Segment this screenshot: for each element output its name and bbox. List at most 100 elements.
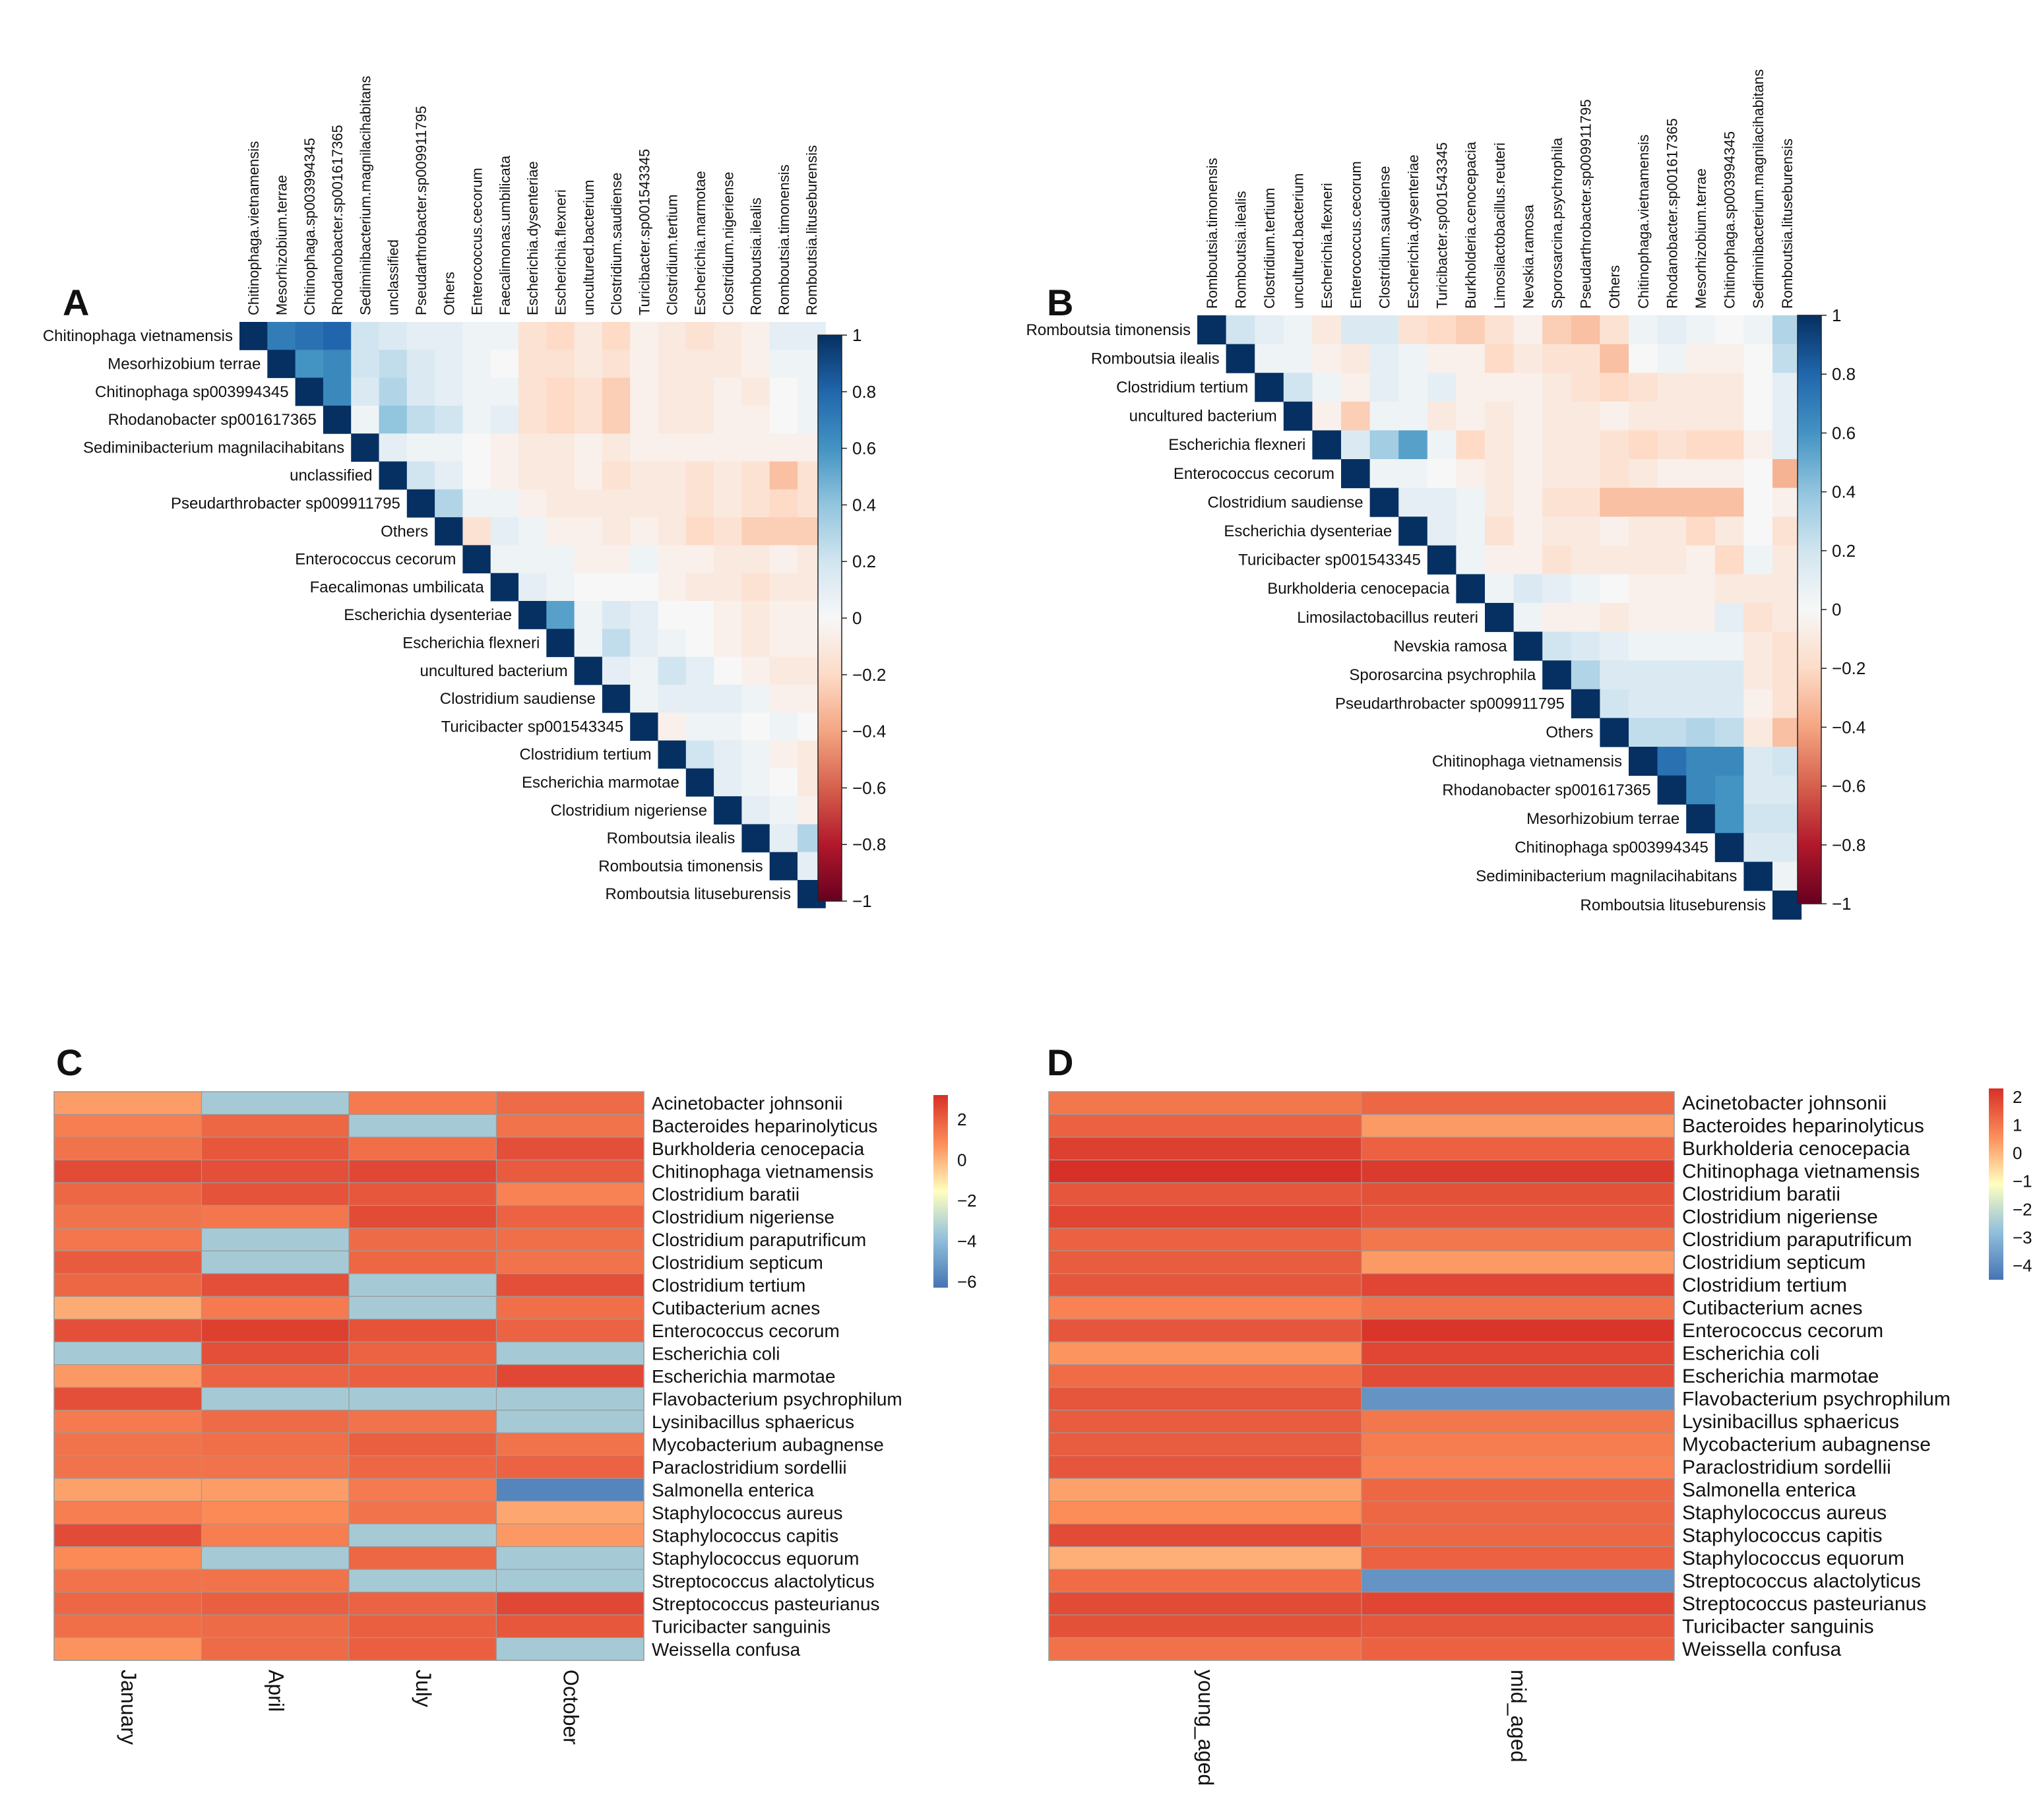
b-cell-12-16	[1657, 660, 1687, 690]
b-col-label: Nevskia.ramosa	[1520, 204, 1536, 309]
panel-label-a: A	[63, 282, 89, 323]
a-cell-11-19	[769, 629, 798, 658]
a-colorbar-tick-label: 0.2	[852, 551, 876, 571]
b-cell-8-18	[1714, 545, 1744, 575]
b-cell-6-20	[1772, 487, 1802, 517]
c-cell-10-3	[495, 1319, 644, 1342]
c-cell-5-2	[348, 1205, 497, 1229]
c-cell-13-1	[201, 1387, 350, 1411]
b-cell-4-12	[1542, 430, 1572, 460]
b-cell-6-15	[1629, 487, 1658, 517]
c-cell-18-3	[495, 1501, 644, 1524]
b-cell-2-16	[1657, 373, 1687, 402]
b-colorbar-tick-label: 0.2	[1832, 541, 1856, 561]
d-cell-8-0	[1048, 1273, 1362, 1297]
b-cell-2-11	[1513, 373, 1543, 402]
d-cell-11-0	[1048, 1341, 1362, 1365]
c-cell-17-3	[495, 1478, 644, 1502]
a-cell-4-15	[658, 433, 687, 462]
c-row-label: Paraclostridium sordellii	[652, 1457, 847, 1478]
b-cell-0-15	[1629, 315, 1658, 345]
a-cell-11-17	[714, 629, 742, 658]
b-cell-8-12	[1542, 545, 1572, 575]
d-cell-23-1	[1361, 1614, 1675, 1639]
c-cell-23-1	[201, 1614, 350, 1639]
b-cell-1-2	[1255, 344, 1284, 373]
a-cell-12-19	[769, 656, 798, 685]
a-cell-5-19	[769, 461, 798, 490]
c-row-label: Streptococcus alactolyticus	[652, 1571, 875, 1591]
b-cell-2-7	[1398, 373, 1428, 402]
d-cell-22-0	[1048, 1591, 1362, 1616]
b-cell-17-19	[1743, 804, 1773, 834]
b-cell-12-20	[1772, 660, 1802, 690]
d-cell-10-0	[1048, 1319, 1362, 1342]
b-cell-1-5	[1341, 344, 1371, 373]
a-row-label: Others	[381, 522, 428, 540]
d-cell-0-0	[1048, 1091, 1362, 1115]
b-cell-14-18	[1714, 718, 1744, 747]
a-cell-2-7	[435, 377, 463, 406]
a-cell-10-19	[769, 601, 798, 629]
b-cell-2-2	[1255, 373, 1284, 402]
b-row-label: Nevskia ramosa	[1394, 637, 1508, 655]
d-cell-5-0	[1048, 1205, 1362, 1229]
a-cell-0-15	[658, 322, 687, 350]
a-cell-4-13	[602, 433, 631, 462]
b-cell-7-9	[1456, 517, 1486, 546]
b-cell-10-11	[1513, 603, 1543, 633]
a-row-label: Escherichia flexneri	[402, 634, 540, 652]
d-cell-24-0	[1048, 1637, 1362, 1661]
c-cell-16-2	[348, 1455, 497, 1479]
a-cell-9-18	[741, 573, 770, 602]
c-col-label: October	[559, 1670, 582, 1745]
c-cell-23-3	[495, 1614, 644, 1639]
a-cell-6-15	[658, 489, 687, 518]
a-col-label: Pseudarthrobacter.sp009911795	[413, 106, 429, 315]
d-cell-12-0	[1048, 1364, 1362, 1388]
a-cell-7-7	[435, 517, 463, 546]
b-cell-3-12	[1542, 401, 1572, 431]
c-row-label: Cutibacterium acnes	[652, 1298, 820, 1319]
a-row-label: Romboutsia lituseburensis	[606, 885, 791, 903]
b-cell-13-13	[1571, 689, 1600, 718]
b-cell-11-15	[1629, 631, 1658, 661]
b-cell-5-9	[1456, 459, 1486, 489]
a-row-label: Clostridium saudiense	[440, 690, 596, 708]
a-cell-0-1	[267, 322, 296, 350]
d-row-label: Clostridium paraputrificum	[1682, 1229, 1912, 1251]
b-col-label: Escherichia.flexneri	[1319, 183, 1335, 309]
b-cell-7-16	[1657, 517, 1687, 546]
a-cell-1-18	[741, 350, 770, 379]
b-cell-14-15	[1629, 718, 1658, 747]
c-colorbar-tick-label: 2	[957, 1110, 966, 1129]
b-row-label: Burkholderia cenocepacia	[1267, 580, 1450, 598]
c-col-label: April	[264, 1670, 288, 1712]
b-row-label: Clostridium tertium	[1116, 379, 1248, 396]
a-col-label: Romboutsia.lituseburensis	[803, 145, 820, 315]
c-cell-20-3	[495, 1546, 644, 1570]
b-col-label: Burkholderia.cenocepacia	[1462, 141, 1479, 309]
b-cell-1-10	[1485, 344, 1515, 373]
d-cell-1-1	[1361, 1114, 1675, 1138]
b-row-label: Romboutsia ilealis	[1091, 350, 1220, 367]
a-row-label: Romboutsia timonensis	[598, 858, 763, 875]
c-cell-8-1	[201, 1273, 350, 1297]
b-cell-6-7	[1398, 487, 1428, 517]
a-cell-11-14	[630, 629, 658, 658]
a-cell-0-11	[546, 322, 575, 350]
d-row-label: Mycobacterium aubagnense	[1682, 1433, 1931, 1455]
b-colorbar-tick-label: −1	[1832, 894, 1852, 914]
b-cell-7-20	[1772, 517, 1802, 546]
b-cell-12-14	[1600, 660, 1629, 690]
b-cell-10-20	[1772, 603, 1802, 633]
b-row-label: Escherichia flexneri	[1168, 436, 1305, 454]
a-row-label: Clostridium nigeriense	[551, 801, 707, 819]
c-cell-18-0	[53, 1501, 203, 1524]
a-cell-1-1	[267, 350, 296, 379]
a-cell-6-9	[490, 489, 519, 518]
a-cell-1-10	[518, 350, 547, 379]
b-cell-5-12	[1542, 459, 1572, 489]
d-cell-22-1	[1361, 1591, 1675, 1616]
d-cell-10-1	[1361, 1319, 1675, 1342]
